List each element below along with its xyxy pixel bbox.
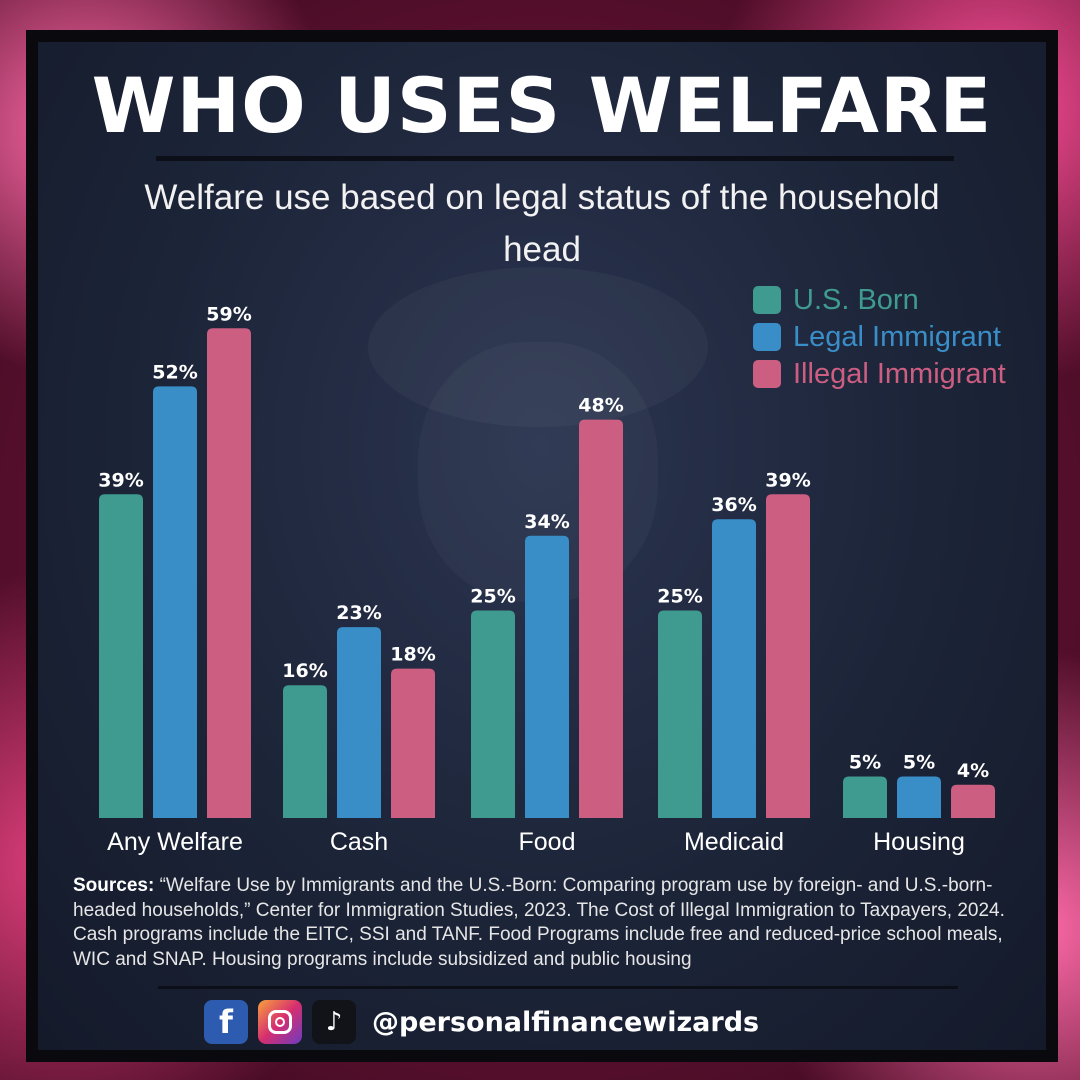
legend-item-us-born: U.S. Born — [753, 282, 1006, 318]
tiktok-icon[interactable]: ♪ — [312, 1000, 356, 1044]
title-divider — [156, 156, 954, 161]
instagram-icon[interactable] — [258, 1000, 302, 1044]
tiktok-glyph: ♪ — [325, 1007, 343, 1037]
legend-label-us-born: U.S. Born — [793, 284, 919, 316]
bar-any-welfare-illegal-immigrant — [207, 328, 251, 818]
social-handle[interactable]: @personalfinancewizards — [372, 1006, 760, 1038]
category-label-cash: Cash — [330, 828, 388, 856]
data-label-cash-legal-immigrant: 23% — [336, 602, 381, 624]
data-label-food-u-s-born: 25% — [470, 586, 515, 608]
bar-housing-illegal-immigrant — [951, 784, 995, 818]
legend-swatch-illegal-immigrant — [753, 360, 781, 388]
infographic-frame: WHO USES WELFARE Welfare use based on le… — [26, 30, 1058, 1062]
bar-medicaid-illegal-immigrant — [766, 494, 810, 818]
data-label-food-legal-immigrant: 34% — [524, 511, 569, 533]
data-label-housing-illegal-immigrant: 4% — [957, 760, 989, 782]
data-label-housing-u-s-born: 5% — [849, 752, 881, 774]
sources-text: “Welfare Use by Immigrants and the U.S.-… — [73, 875, 1005, 970]
data-label-medicaid-legal-immigrant: 36% — [711, 494, 756, 516]
bar-cash-u-s-born — [283, 685, 327, 818]
bar-cash-legal-immigrant — [337, 627, 381, 818]
data-label-housing-legal-immigrant: 5% — [903, 752, 935, 774]
facebook-glyph: f — [219, 1003, 233, 1041]
data-label-cash-illegal-immigrant: 18% — [390, 644, 435, 666]
data-label-food-illegal-immigrant: 48% — [578, 395, 623, 417]
bar-medicaid-legal-immigrant — [712, 519, 756, 818]
bar-food-legal-immigrant — [525, 535, 569, 818]
legend-item-legal-immigrant: Legal Immigrant — [753, 319, 1006, 355]
sources-label: Sources: — [73, 875, 155, 896]
bar-any-welfare-legal-immigrant — [153, 386, 197, 818]
legend-label-illegal-immigrant: Illegal Immigrant — [793, 358, 1006, 390]
data-label-any-welfare-legal-immigrant: 52% — [152, 361, 197, 383]
data-label-any-welfare-illegal-immigrant: 59% — [206, 303, 251, 325]
legend-swatch-us-born — [753, 286, 781, 314]
chart-subtitle: Welfare use based on legal status of the… — [144, 178, 940, 269]
facebook-icon[interactable]: f — [204, 1000, 248, 1044]
bar-housing-legal-immigrant — [897, 776, 941, 818]
category-label-housing: Housing — [873, 828, 965, 856]
data-label-cash-u-s-born: 16% — [282, 660, 327, 682]
chart-legend: U.S. Born Legal Immigrant Illegal Immigr… — [753, 282, 1006, 393]
data-label-medicaid-u-s-born: 25% — [657, 586, 702, 608]
page-title: WHO USES WELFARE — [91, 61, 993, 150]
footer-divider — [158, 986, 958, 989]
social-footer: f ♪ @personalfinancewizards — [204, 1000, 759, 1044]
category-label-any-welfare: Any Welfare — [107, 828, 243, 856]
bar-any-welfare-u-s-born — [99, 494, 143, 818]
bar-medicaid-u-s-born — [658, 610, 702, 818]
bar-food-illegal-immigrant — [579, 419, 623, 818]
bar-chart: 39% 52% 59% Any Welfare 16% 23% 18% Cash 25% 34% 4… — [98, 303, 995, 856]
instagram-glyph — [268, 1010, 292, 1034]
legend-swatch-legal-immigrant — [753, 323, 781, 351]
data-label-medicaid-illegal-immigrant: 39% — [765, 469, 810, 491]
bar-housing-u-s-born — [843, 776, 887, 818]
data-label-any-welfare-u-s-born: 39% — [98, 469, 143, 491]
bar-cash-illegal-immigrant — [391, 668, 435, 818]
legend-label-legal-immigrant: Legal Immigrant — [793, 321, 1001, 353]
sources-note: Sources: “Welfare Use by Immigrants and … — [73, 874, 1023, 972]
category-label-medicaid: Medicaid — [684, 828, 784, 856]
bar-food-u-s-born — [471, 610, 515, 818]
legend-item-illegal-immigrant: Illegal Immigrant — [753, 356, 1006, 392]
category-label-food: Food — [519, 828, 576, 856]
